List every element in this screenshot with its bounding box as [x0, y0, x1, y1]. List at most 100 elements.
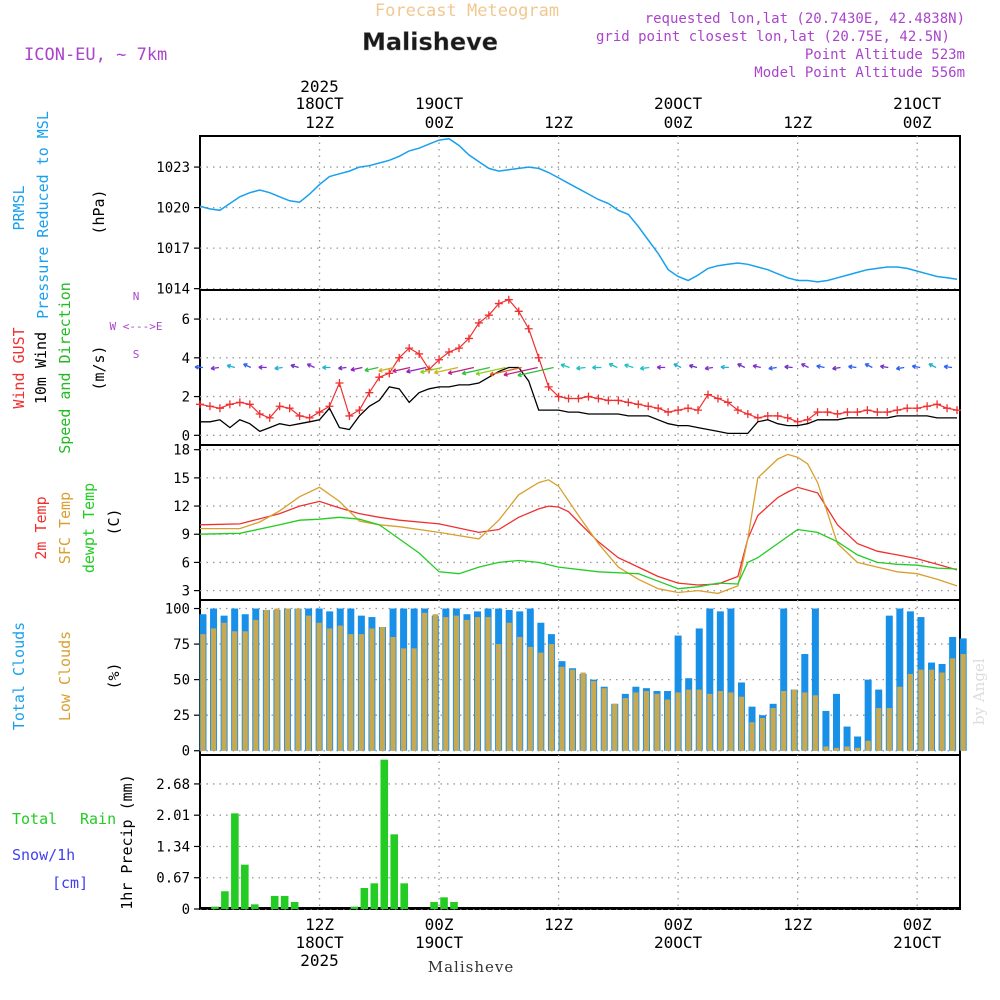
chart-title: Forecast Meteogram: [375, 1, 559, 21]
gust-marker: [863, 406, 872, 415]
gust-marker: [823, 408, 832, 417]
sfctemp-line: [200, 453, 958, 595]
total-cloud-bar: [864, 679, 872, 751]
total-cloud-bar: [843, 726, 851, 751]
low-cloud-bar: [759, 718, 766, 751]
low-cloud-bar: [855, 747, 861, 751]
gust-marker: [624, 398, 633, 407]
wind-direction-arrow: [704, 365, 714, 371]
wind-direction-arrow: [364, 366, 379, 373]
low-cloud-bar: [707, 693, 713, 751]
top-date-label: 18OCT: [295, 94, 344, 113]
bottom-year-label: 2025: [300, 951, 339, 970]
rain-bar: [270, 895, 279, 909]
wind-panel: 0 2 4 6: [182, 289, 962, 446]
low-cloud-bar: [781, 691, 787, 751]
gust-line: [199, 298, 958, 423]
wind-direction-arrow: [624, 363, 634, 369]
low-cloud-bar: [284, 608, 291, 751]
gust-marker: [385, 369, 394, 378]
wind-direction-arrow: [226, 363, 236, 369]
low-cloud-bar: [791, 689, 797, 751]
dewpt-line: [199, 516, 958, 590]
gust-marker: [853, 408, 862, 417]
gust-marker: [504, 295, 513, 304]
gust-marker: [285, 404, 294, 413]
gust-marker: [903, 404, 912, 413]
top-hour-label: 12Z: [783, 113, 812, 132]
low-cloud-bar: [728, 692, 734, 751]
rain-total-label: Total: [12, 810, 57, 828]
wind-direction-arrow: [194, 364, 204, 370]
gust-marker: [634, 400, 643, 409]
rain-bar: [241, 864, 249, 909]
top-hour-label: 00Z: [425, 113, 454, 132]
gust-marker: [196, 400, 204, 409]
precip-unit-label: 1hr Precip (mm): [118, 774, 136, 909]
compass-n-label: N: [133, 290, 140, 303]
y-tick-label: 1014: [156, 282, 190, 298]
gust-marker: [943, 404, 952, 413]
y-tick-label: 0: [182, 428, 190, 444]
low-cloud-bar: [633, 692, 639, 751]
wind-direction-arrow: [720, 364, 729, 370]
wind10m-label: 10m Wind: [32, 332, 50, 404]
gust-marker: [783, 413, 792, 422]
low-cloud-bar: [221, 622, 227, 751]
wind-direction-arrow: [475, 366, 506, 376]
wind-direction-arrow: [737, 363, 746, 369]
total-cloud-bar: [832, 693, 840, 751]
credit-watermark: by Angel: [970, 658, 988, 725]
gust-marker: [843, 408, 852, 417]
bottom-hour-label: 00Z: [903, 915, 932, 934]
low-cloud-bar: [242, 631, 248, 751]
gust-marker: [893, 406, 902, 415]
gust-marker: [773, 411, 782, 420]
pressure-panel: 1014 1017 1020 1023: [156, 135, 961, 298]
bottom-hour-label: 12Z: [305, 915, 334, 934]
low-cloud-bar: [664, 699, 671, 751]
top-year-label: 2025: [300, 77, 339, 96]
wind-direction-arrow: [816, 364, 825, 369]
low-cloud-bar: [612, 703, 618, 751]
y-tick-label: 1023: [156, 160, 190, 176]
gust-marker: [295, 411, 304, 420]
low-cloud-bar: [591, 681, 597, 751]
wind-direction-arrow: [306, 363, 315, 369]
low-cloud-bar: [517, 636, 523, 751]
rain-bar: [450, 902, 458, 909]
wind-line: [200, 366, 957, 435]
bottom-hour-label: 12Z: [783, 915, 812, 934]
rain-bar: [360, 888, 369, 909]
compass-we-label: W <--->E: [110, 320, 163, 333]
wind-direction-arrow: [673, 363, 682, 369]
rain-bar: [390, 834, 399, 909]
wind-direction-arrow: [258, 364, 267, 370]
wind-direction-arrow: [489, 366, 522, 377]
footer-location: Malisheve: [428, 958, 514, 976]
y-tick-label: 1020: [156, 201, 190, 217]
gust-marker: [355, 406, 364, 415]
wind-direction-arrow: [517, 366, 554, 378]
wind-direction-arrow: [576, 365, 586, 371]
gust-marker: [544, 382, 553, 391]
wind-direction-arrow: [350, 366, 363, 372]
gust-marker: [445, 348, 454, 356]
gust-marker: [584, 392, 593, 401]
low-cloud-bar: [253, 619, 259, 751]
gust-marker: [554, 392, 563, 401]
low-cloud-bar: [601, 688, 607, 751]
low-cloud-bar: [844, 746, 850, 751]
gust-marker: [873, 408, 882, 417]
wind-direction-arrow: [864, 363, 873, 369]
gust-marker: [315, 408, 324, 417]
gust-marker: [604, 396, 613, 405]
wind-direction-arrow: [800, 363, 809, 369]
low-cloud-bar: [496, 644, 502, 751]
total-cloud-bar: [896, 608, 904, 751]
y-tick-label: 12: [173, 499, 190, 515]
total-clouds-label: Total Clouds: [10, 622, 28, 730]
wind-direction-arrow: [560, 363, 570, 369]
y-tick-label: 18: [173, 443, 190, 459]
